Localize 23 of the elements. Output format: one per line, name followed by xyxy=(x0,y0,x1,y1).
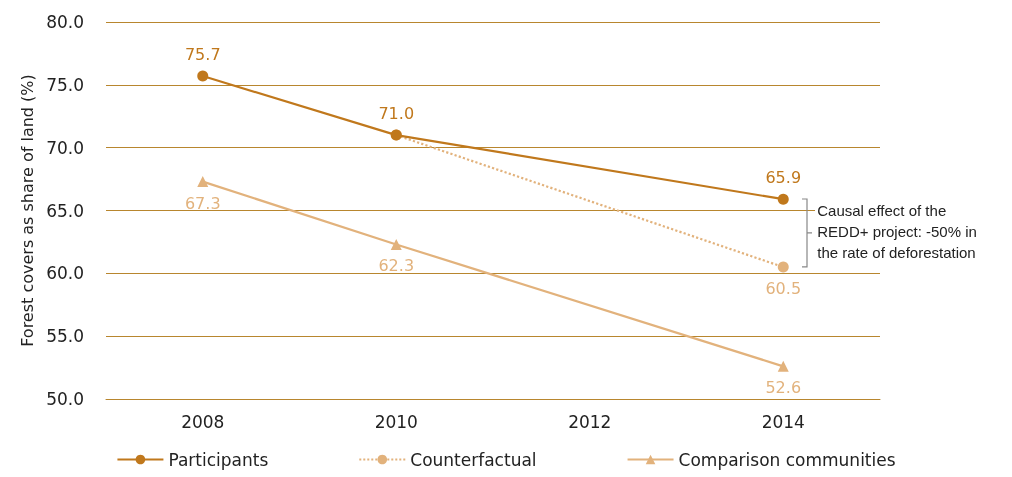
legend-label: Counterfactual xyxy=(410,449,537,470)
y-tick-label: 70.0 xyxy=(46,137,84,158)
y-axis-title: Forest covers as share of land (%) xyxy=(17,74,37,347)
y-tick-label: 55.0 xyxy=(46,326,84,347)
data-label: 71.0 xyxy=(378,104,415,124)
y-tick-label: 75.0 xyxy=(46,74,84,95)
legend-label: Participants xyxy=(168,449,269,470)
legend-label: Comparison communities xyxy=(678,449,896,470)
data-label: 60.5 xyxy=(765,279,802,299)
data-label: 62.3 xyxy=(378,256,415,276)
x-tick-label: 2008 xyxy=(181,411,225,432)
x-tick-label: 2012 xyxy=(568,411,612,432)
y-tick-label: 50.0 xyxy=(46,389,84,409)
data-label: 52.6 xyxy=(765,378,802,398)
y-tick-label: 80.0 xyxy=(46,12,84,32)
annotation: Causal effect of the REDD+ project: -50% in the rate of deforestation xyxy=(815,200,992,264)
y-tick-label: 65.0 xyxy=(46,200,84,221)
data-label: 67.3 xyxy=(184,193,221,213)
data-label: 65.9 xyxy=(765,168,802,188)
x-tick-label: 2010 xyxy=(374,411,418,432)
y-tick-label: 60.0 xyxy=(46,263,84,284)
x-tick-label: 2014 xyxy=(761,411,805,432)
data-label: 75.7 xyxy=(184,45,221,65)
